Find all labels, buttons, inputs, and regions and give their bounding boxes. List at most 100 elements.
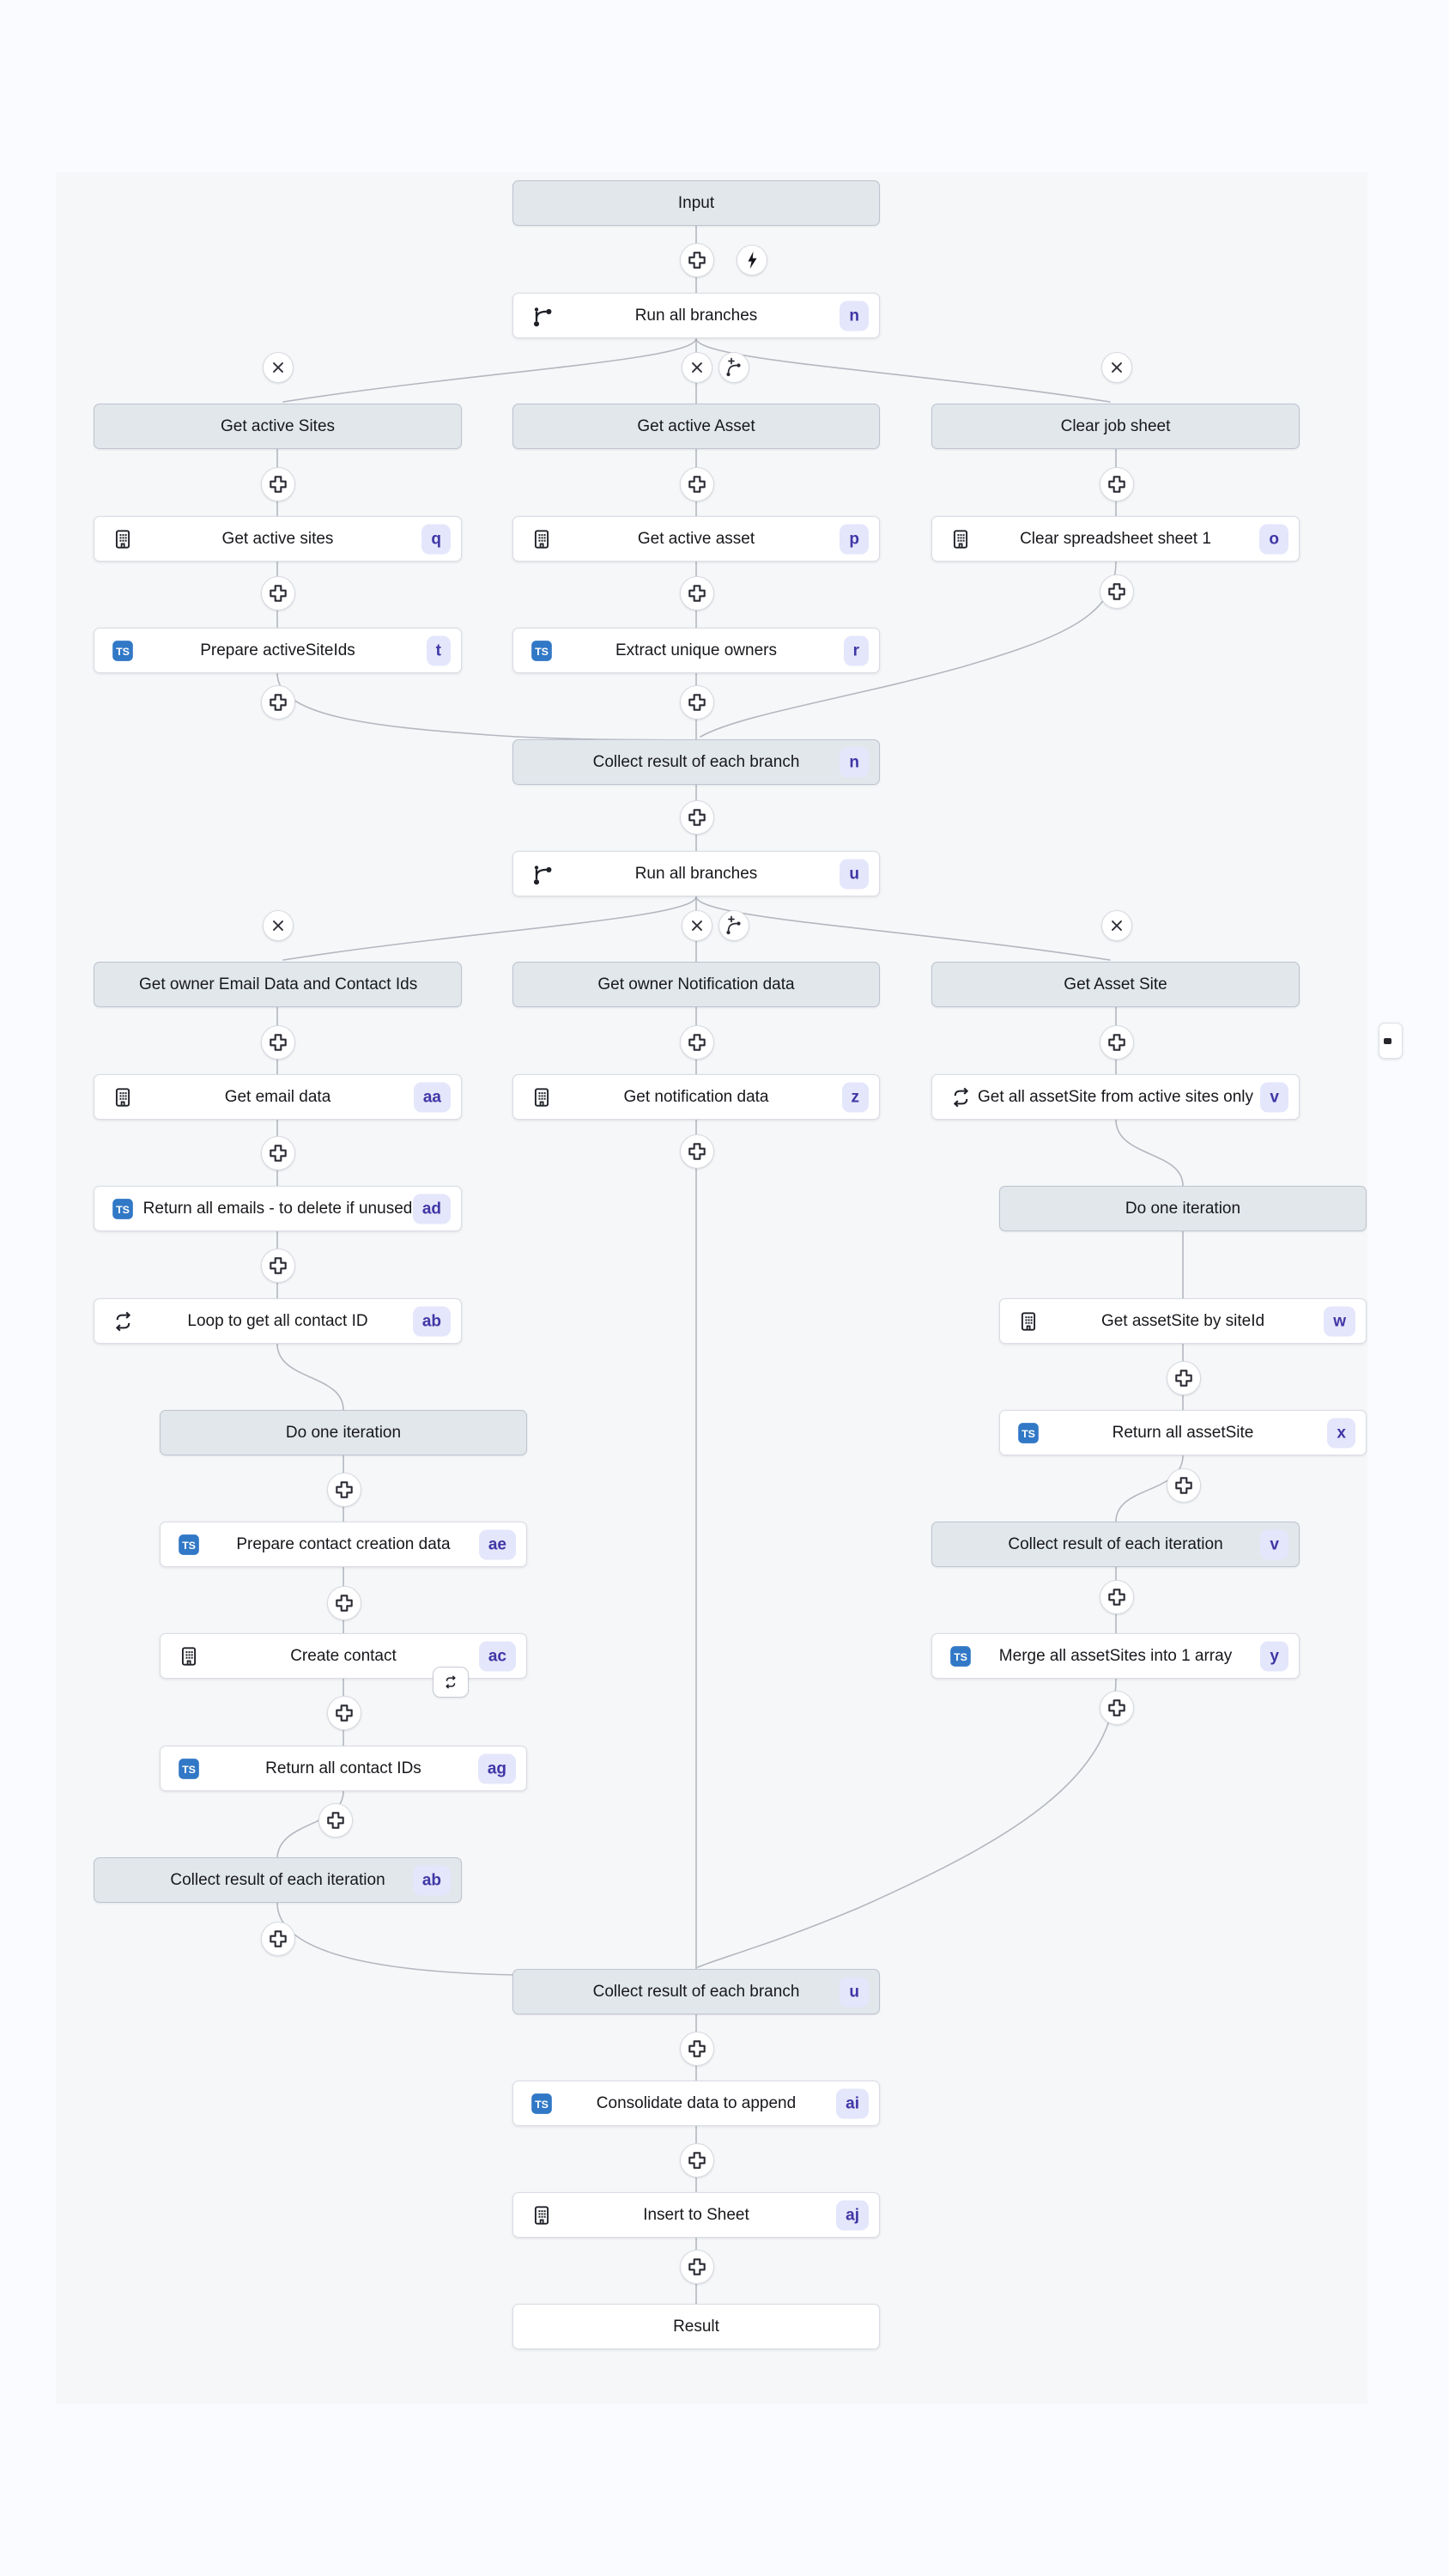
node-label: Prepare contact creation data <box>236 1534 451 1553</box>
node-run-all-branches-1[interactable]: Run all branches n <box>512 293 880 338</box>
node-collect-iteration-right[interactable]: Collect result of each iteration v <box>931 1522 1300 1567</box>
node-id-badge: ac <box>478 1641 516 1671</box>
add-step-button[interactable] <box>327 1586 361 1620</box>
add-step-button[interactable] <box>327 1696 361 1730</box>
add-step-button[interactable] <box>1167 1361 1201 1395</box>
node-label: Collect result of each branch <box>592 1982 800 2001</box>
node-branch-get-active-sites[interactable]: Get active Sites <box>94 404 462 449</box>
node-insert-to-sheet[interactable]: Insert to Sheet aj <box>512 2192 880 2238</box>
add-step-button[interactable] <box>680 2143 714 2178</box>
node-branch-get-asset-site[interactable]: Get Asset Site <box>931 962 1300 1007</box>
node-merge-all-assetsites[interactable]: TS Merge all assetSites into 1 array y <box>931 1633 1300 1679</box>
add-step-button[interactable] <box>261 1249 295 1283</box>
add-step-button[interactable] <box>1100 467 1134 501</box>
add-step-button[interactable] <box>261 1136 295 1170</box>
node-get-active-asset[interactable]: Get active asset p <box>512 516 880 562</box>
add-step-button[interactable] <box>680 1134 714 1169</box>
node-loop-get-all-contact-id[interactable]: Loop to get all contact ID ab <box>94 1298 462 1344</box>
run-trigger-button[interactable] <box>737 245 767 276</box>
add-step-button[interactable] <box>680 467 714 501</box>
delete-branch-button[interactable] <box>682 910 712 941</box>
node-prepare-activesiteids[interactable]: TS Prepare activeSiteIds t <box>94 628 462 673</box>
node-do-one-iteration-left[interactable]: Do one iteration <box>160 1410 527 1455</box>
add-step-button[interactable] <box>261 467 295 501</box>
node-label: Collect result of each iteration <box>170 1870 385 1889</box>
node-return-all-assetsite[interactable]: TS Return all assetSite x <box>999 1410 1367 1455</box>
delete-branch-button[interactable] <box>682 352 712 383</box>
node-prepare-contact-creation-data[interactable]: TS Prepare contact creation data ae <box>160 1522 527 1567</box>
node-branch-owner-notification[interactable]: Get owner Notification data <box>512 962 880 1007</box>
add-step-button[interactable] <box>680 576 714 611</box>
node-collect-branch-1[interactable]: Collect result of each branch n <box>512 739 880 785</box>
node-id-badge: v <box>1260 1529 1288 1559</box>
delete-branch-button[interactable] <box>263 352 294 383</box>
node-id-badge: ad <box>412 1194 451 1224</box>
node-label: Run all branches <box>634 306 758 325</box>
node-get-active-sites[interactable]: Get active sites q <box>94 516 462 562</box>
add-step-button[interactable] <box>261 1922 295 1956</box>
node-id-badge: ai <box>836 2088 869 2118</box>
node-input[interactable]: Input <box>512 180 880 226</box>
node-id-badge: v <box>1260 1082 1288 1112</box>
node-label: Merge all assetSites into 1 array <box>998 1646 1233 1665</box>
typescript-icon: TS <box>1017 1422 1040 1444</box>
node-collect-iteration-left[interactable]: Collect result of each iteration ab <box>94 1857 462 1903</box>
typescript-icon: TS <box>178 1534 200 1556</box>
node-consolidate-data-to-append[interactable]: TS Consolidate data to append ai <box>512 2081 880 2126</box>
add-step-button[interactable] <box>1100 1025 1134 1060</box>
node-clear-spreadsheet-sheet-1[interactable]: Clear spreadsheet sheet 1 o <box>931 516 1300 562</box>
delete-branch-button[interactable] <box>1101 910 1132 941</box>
node-id-badge: r <box>843 635 869 665</box>
node-collect-branch-2[interactable]: Collect result of each branch u <box>512 1969 880 2014</box>
node-id-badge: t <box>426 635 451 665</box>
node-return-all-contact-ids[interactable]: TS Return all contact IDs ag <box>160 1746 527 1791</box>
add-step-button[interactable] <box>1100 1691 1134 1725</box>
node-run-all-branches-2[interactable]: Run all branches u <box>512 851 880 896</box>
node-branch-clear-job-sheet[interactable]: Clear job sheet <box>931 404 1300 449</box>
typescript-icon: TS <box>112 640 134 662</box>
node-loop-indicator[interactable] <box>433 1667 469 1698</box>
node-id-badge: aa <box>413 1082 451 1112</box>
node-create-contact[interactable]: Create contact ac <box>160 1633 527 1679</box>
add-branch-button[interactable] <box>718 910 749 941</box>
node-return-all-emails[interactable]: TS Return all emails - to delete if unuse… <box>94 1186 462 1231</box>
node-get-email-data[interactable]: Get email data aa <box>94 1074 462 1120</box>
add-branch-button[interactable] <box>718 352 749 383</box>
add-step-button[interactable] <box>1100 1580 1134 1614</box>
git-branch-icon <box>530 862 555 886</box>
add-step-button[interactable] <box>318 1803 353 1838</box>
node-id-badge: n <box>840 301 869 331</box>
node-get-all-assetsite[interactable]: Get all assetSite from active sites only… <box>931 1074 1300 1120</box>
node-label: Return all assetSite <box>1112 1423 1254 1442</box>
node-id-badge: ab <box>412 1306 451 1336</box>
svg-text:TS: TS <box>535 2098 549 2110</box>
node-do-one-iteration-right[interactable]: Do one iteration <box>999 1186 1367 1231</box>
add-step-button[interactable] <box>261 576 295 611</box>
node-get-assetsite-by-siteid[interactable]: Get assetSite by siteId w <box>999 1298 1367 1344</box>
node-branch-get-active-asset[interactable]: Get active Asset <box>512 404 880 449</box>
add-step-button[interactable] <box>327 1473 361 1507</box>
node-label: Get owner Email Data and Contact Ids <box>139 975 418 993</box>
delete-branch-button[interactable] <box>263 910 294 941</box>
add-step-button[interactable] <box>680 2250 714 2284</box>
svg-text:TS: TS <box>116 645 130 657</box>
add-step-button[interactable] <box>680 1025 714 1060</box>
node-extract-unique-owners[interactable]: TS Extract unique owners r <box>512 628 880 673</box>
canvas-edge-widget[interactable] <box>1379 1023 1403 1059</box>
node-result[interactable]: Result <box>512 2304 880 2349</box>
add-step-button[interactable] <box>1100 574 1134 609</box>
delete-branch-button[interactable] <box>1101 352 1132 383</box>
node-branch-owner-email[interactable]: Get owner Email Data and Contact Ids <box>94 962 462 1007</box>
node-label: Collect result of each iteration <box>1008 1534 1223 1553</box>
add-step-button[interactable] <box>261 685 295 720</box>
resource-building-icon <box>1017 1310 1040 1333</box>
node-id-badge: n <box>840 747 869 777</box>
add-step-button[interactable] <box>680 800 714 835</box>
add-step-button[interactable] <box>680 685 714 720</box>
add-step-button[interactable] <box>1167 1468 1201 1503</box>
node-get-notification-data[interactable]: Get notification data z <box>512 1074 880 1120</box>
add-step-button[interactable] <box>680 243 714 277</box>
add-step-button[interactable] <box>261 1025 295 1060</box>
add-step-button[interactable] <box>680 2032 714 2066</box>
